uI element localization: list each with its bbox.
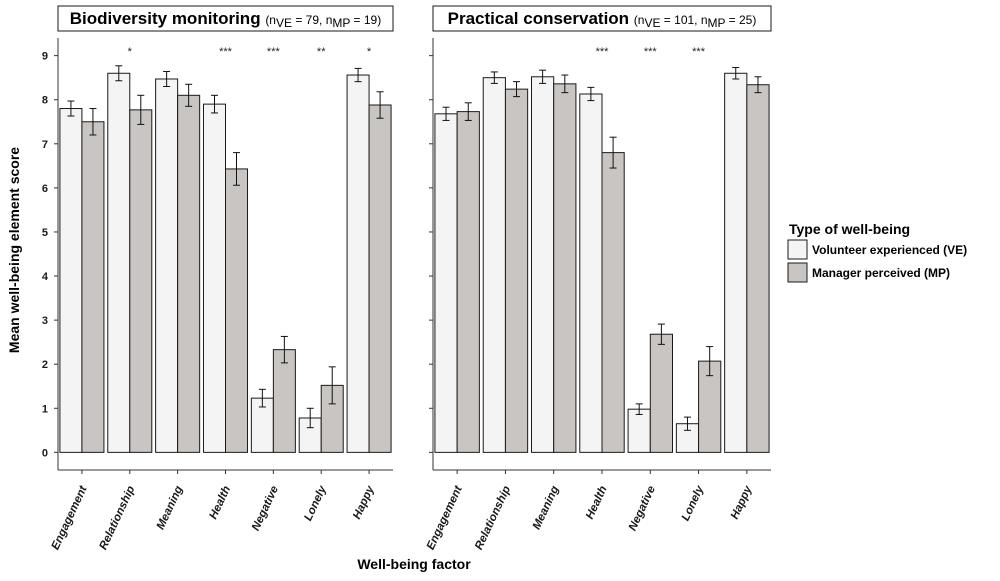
bar-mp-happy xyxy=(368,104,392,453)
bar-mp-happy xyxy=(746,84,770,453)
category-label: Meaning xyxy=(531,484,562,531)
legend-title: Type of well-being xyxy=(789,221,910,237)
significance-label: *** xyxy=(267,46,281,58)
significance-label: * xyxy=(128,46,133,58)
y-tick-label: 4 xyxy=(42,271,49,283)
legend-swatch-ve xyxy=(787,239,808,260)
category-label: Health xyxy=(584,484,610,521)
category-label: Health xyxy=(207,484,233,521)
y-tick-label: 6 xyxy=(42,183,48,195)
y-tick-label: 8 xyxy=(42,95,48,107)
bar-ve-engagement xyxy=(434,113,458,453)
category-label: Relationship xyxy=(473,484,513,552)
category-label: Meaning xyxy=(155,484,186,531)
bar-mp-negative xyxy=(649,333,673,453)
bar-ve-negative xyxy=(627,408,651,453)
bar-ve-happy xyxy=(346,74,370,453)
category-label: Negative xyxy=(250,484,281,533)
y-tick-label: 3 xyxy=(42,315,48,327)
panel-title-box xyxy=(57,5,394,32)
category-label: Engagement xyxy=(425,483,466,552)
x-axis-title: Well-being factor xyxy=(357,556,471,572)
legend: Type of well-being Volunteer experienced… xyxy=(787,221,967,283)
bar-mp-engagement xyxy=(81,121,105,453)
y-tick-label: 5 xyxy=(42,227,48,239)
panel-title: Biodiversity monitoring (nVE = 79, nMP =… xyxy=(70,9,381,30)
significance-label: ** xyxy=(317,46,326,58)
bar-mp-health xyxy=(601,152,625,453)
significance-label: *** xyxy=(644,46,658,58)
significance-label: *** xyxy=(692,46,706,58)
bar-mp-negative xyxy=(272,349,296,453)
bar-ve-relationship xyxy=(482,77,506,453)
bar-mp-meaning xyxy=(177,94,201,453)
y-tick-label: 1 xyxy=(42,403,48,415)
panel-title: Practical conservation (nVE = 101, nMP =… xyxy=(448,9,757,30)
legend-label-ve: Volunteer experienced (VE) xyxy=(812,243,967,257)
category-label: Engagement xyxy=(50,483,91,552)
y-axis-title: Mean well-being element score xyxy=(6,147,22,353)
significance-label: *** xyxy=(219,46,233,58)
bar-mp-engagement xyxy=(456,111,480,453)
bar-ve-engagement xyxy=(59,108,83,453)
significance-label: * xyxy=(367,46,372,58)
bar-ve-health xyxy=(202,103,227,453)
category-label: Happy xyxy=(351,484,377,521)
y-tick-label: 9 xyxy=(42,51,48,63)
category-label: Lonely xyxy=(680,484,707,523)
bar-ve-health xyxy=(579,93,603,453)
bar-mp-relationship xyxy=(504,88,529,453)
panel-1: Biodiversity monitoring (nVE = 79, nMP =… xyxy=(42,5,394,552)
category-label: Lonely xyxy=(302,484,329,523)
y-tick-label: 7 xyxy=(42,139,48,151)
bar-mp-relationship xyxy=(129,109,153,453)
bar-ve-meaning xyxy=(155,78,179,453)
y-tick-label: 2 xyxy=(42,359,48,371)
category-label: Negative xyxy=(627,484,658,533)
panel-2: Practical conservation (nVE = 101, nMP =… xyxy=(425,5,772,552)
chart-panels: Biodiversity monitoring (nVE = 79, nMP =… xyxy=(42,5,772,552)
significance-label: *** xyxy=(596,46,610,58)
bar-mp-health xyxy=(225,168,249,453)
category-label: Happy xyxy=(729,484,755,521)
bar-ve-meaning xyxy=(531,76,555,453)
legend-swatch-mp xyxy=(787,262,808,283)
bar-mp-meaning xyxy=(553,83,577,453)
legend-label-mp: Manager perceived (MP) xyxy=(812,266,950,280)
y-tick-label: 0 xyxy=(42,447,48,459)
panel-title-box xyxy=(432,5,772,32)
bar-ve-relationship xyxy=(107,72,131,453)
category-label: Relationship xyxy=(97,484,137,552)
bar-ve-happy xyxy=(724,72,748,453)
